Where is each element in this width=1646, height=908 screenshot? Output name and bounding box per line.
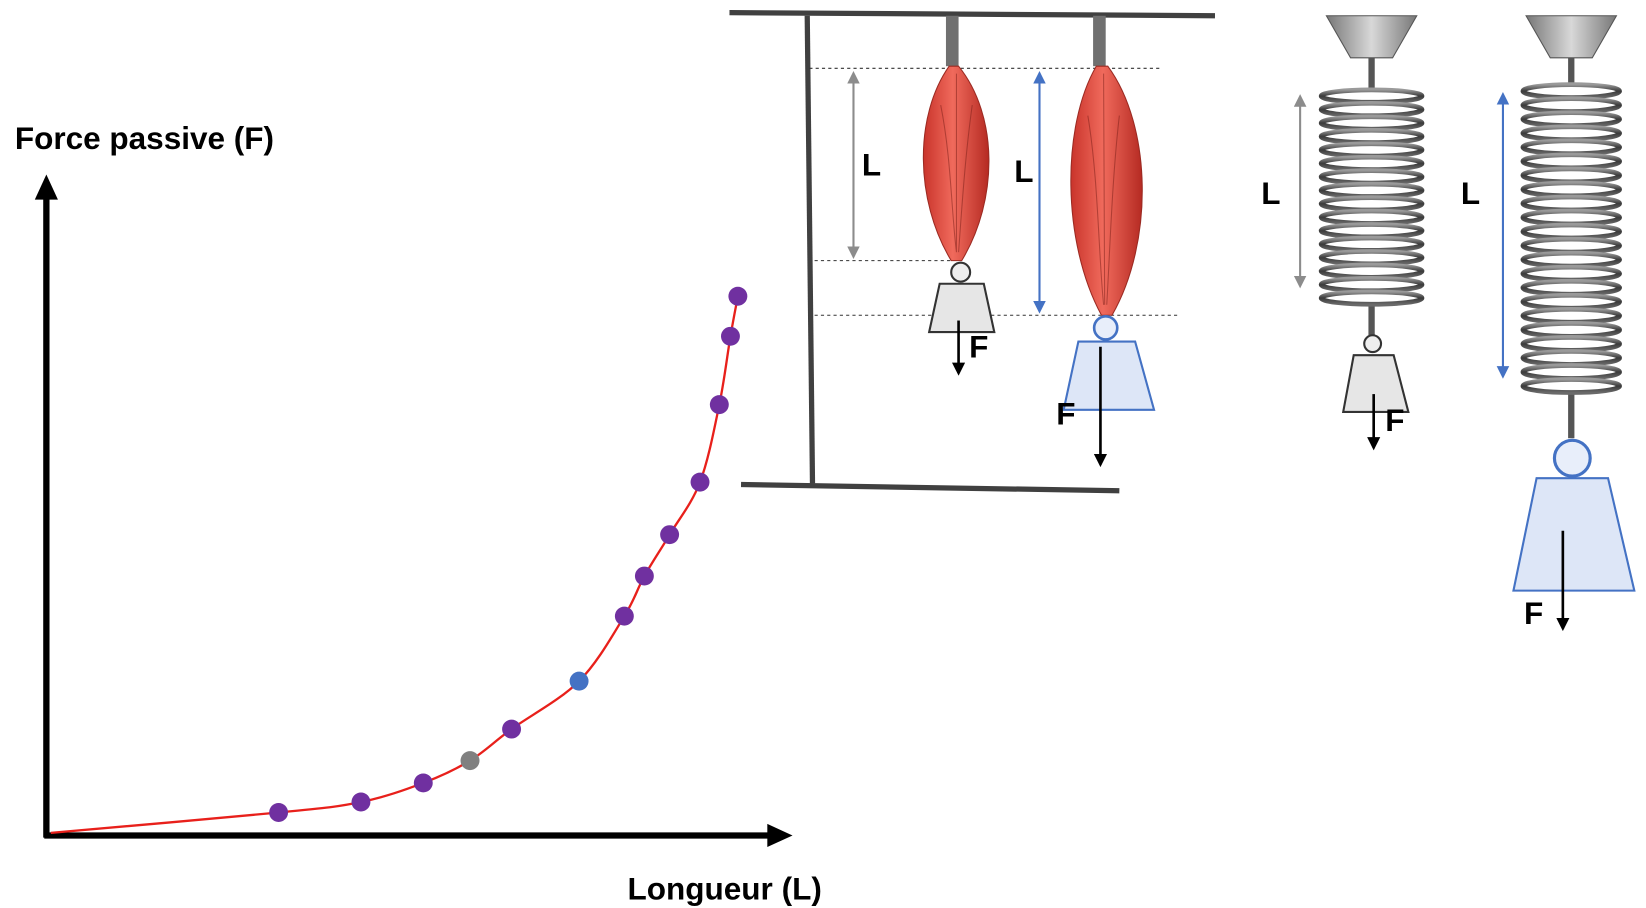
x-axis-arrow — [767, 824, 792, 847]
length-label: L — [1014, 153, 1033, 189]
spring-coil — [1321, 225, 1422, 237]
spring-coil — [1523, 155, 1620, 168]
force-label: F — [1385, 402, 1404, 438]
spring-coil — [1321, 278, 1422, 290]
spring-coil — [1523, 225, 1620, 238]
spring-coil — [1523, 309, 1620, 322]
spring-coil — [1523, 295, 1620, 308]
y-axis-label: Force passive (F) — [15, 120, 274, 156]
spring-coil — [1523, 99, 1620, 112]
scene: Force passive (F) Longueur (L) L F L F — [0, 0, 1646, 908]
data-point — [351, 793, 370, 812]
spring-coil — [1321, 198, 1422, 210]
y-axis-arrow — [35, 174, 58, 199]
force-label: F — [969, 328, 988, 364]
chart — [35, 174, 793, 847]
muscle-frame — [729, 13, 1215, 491]
data-point — [728, 287, 747, 306]
spring-coil — [1523, 141, 1620, 154]
spring-coil — [1321, 90, 1422, 102]
data-point — [570, 672, 589, 691]
length-label: L — [1461, 175, 1480, 211]
page: {"chart_data": {"type": "scatter", "y_la… — [0, 0, 1646, 908]
spring-coil — [1321, 184, 1422, 196]
spring-coil — [1523, 281, 1620, 294]
spring-coil — [1523, 323, 1620, 336]
fit-curve — [51, 296, 738, 833]
data-point — [710, 395, 729, 414]
spring-coil — [1523, 127, 1620, 140]
force-label: F — [1056, 396, 1075, 432]
x-axis-label: Longueur (L) — [628, 871, 822, 907]
data-point — [269, 803, 288, 822]
data-point — [615, 607, 634, 626]
spring-long: L F — [1461, 16, 1634, 631]
muscle-short: L F — [853, 16, 994, 373]
spring-coil — [1523, 169, 1620, 182]
spring-coil — [1321, 171, 1422, 183]
spring-coil — [1321, 157, 1422, 169]
spring-coil — [1523, 380, 1620, 393]
spring-coil — [1523, 183, 1620, 196]
spring-coil — [1321, 211, 1422, 223]
data-point — [660, 525, 679, 544]
force-label: F — [1524, 595, 1543, 631]
spring-coil — [1523, 113, 1620, 126]
length-label: L — [1261, 175, 1280, 211]
spring-coil — [1523, 337, 1620, 350]
spring-coil — [1321, 251, 1422, 263]
spring-coil — [1523, 253, 1620, 266]
data-point — [414, 773, 433, 792]
spring-coil — [1321, 130, 1422, 142]
data-point — [691, 473, 710, 492]
data-point — [721, 327, 740, 346]
data-point — [502, 720, 521, 739]
spring-coil — [1523, 365, 1620, 378]
data-point — [635, 567, 654, 586]
muscle-long: L F — [1014, 16, 1154, 465]
spring-coil — [1523, 239, 1620, 252]
length-label: L — [862, 147, 881, 183]
spring-coil — [1321, 144, 1422, 156]
spring-short: L F — [1261, 16, 1422, 448]
spring-coil — [1523, 197, 1620, 210]
spring-coil — [1321, 103, 1422, 115]
spring-coil — [1523, 85, 1620, 98]
spring-coil — [1523, 351, 1620, 364]
spring-coil — [1321, 238, 1422, 250]
spring-coil — [1321, 117, 1422, 129]
spring-coil — [1523, 267, 1620, 280]
spring-coil — [1321, 292, 1422, 304]
spring-coil — [1321, 265, 1422, 277]
data-point — [461, 751, 480, 770]
spring-coil — [1523, 211, 1620, 224]
